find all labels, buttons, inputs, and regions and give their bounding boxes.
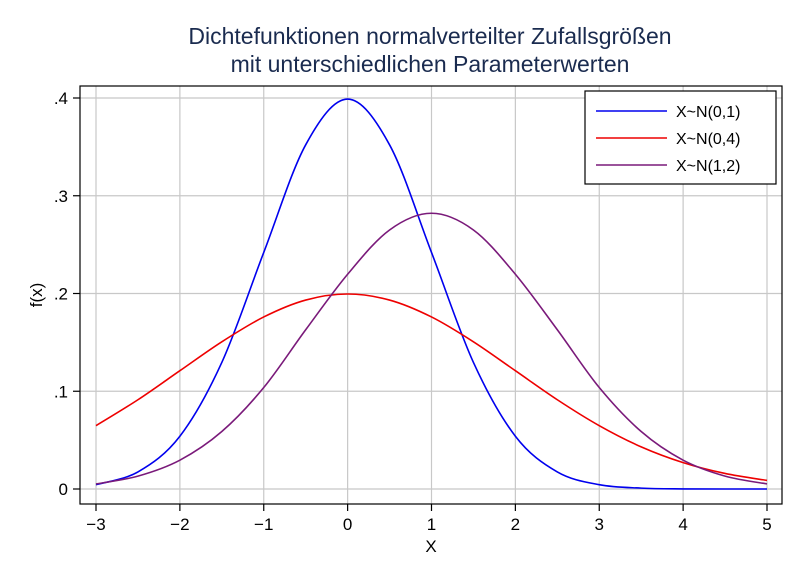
y-axis-label: f(x) xyxy=(27,283,46,308)
y-tick-label: .2 xyxy=(54,285,68,304)
y-axis-ticks: 0 .1 .2 .3 .4 xyxy=(54,89,80,499)
x-tick-label: 2 xyxy=(511,515,520,534)
legend: X~N(0,1) X~N(0,4) X~N(1,2) xyxy=(584,90,777,185)
series-lines xyxy=(95,98,768,490)
chart-title-line-2: mit unterschiedlichen Parameterwerten xyxy=(231,51,630,77)
x-tick-label: 4 xyxy=(678,515,687,534)
y-tick-label: .4 xyxy=(54,89,68,108)
legend-label-1: X~N(0,1) xyxy=(676,104,740,121)
series-line-3 xyxy=(95,212,768,485)
x-tick-label: −3 xyxy=(86,515,105,534)
y-tick-label: .3 xyxy=(54,187,68,206)
x-tick-label: 3 xyxy=(595,515,604,534)
y-tick-label: .1 xyxy=(54,382,68,401)
y-tick-label: 0 xyxy=(59,480,68,499)
x-axis-label: X xyxy=(425,537,436,556)
series-line-1 xyxy=(95,98,768,490)
x-axis-ticks: −3 −2 −1 0 1 2 3 4 5 xyxy=(86,504,772,534)
x-tick-label: −2 xyxy=(170,515,189,534)
series-line-2 xyxy=(95,293,768,482)
x-tick-label: −1 xyxy=(254,515,273,534)
legend-label-2: X~N(0,4) xyxy=(676,131,740,148)
chart-title-line-1: Dichtefunktionen normalverteilter Zufall… xyxy=(188,23,671,49)
legend-label-3: X~N(1,2) xyxy=(676,158,740,175)
x-tick-label: 5 xyxy=(762,515,771,534)
x-tick-label: 1 xyxy=(427,515,436,534)
x-tick-label: 0 xyxy=(343,515,352,534)
